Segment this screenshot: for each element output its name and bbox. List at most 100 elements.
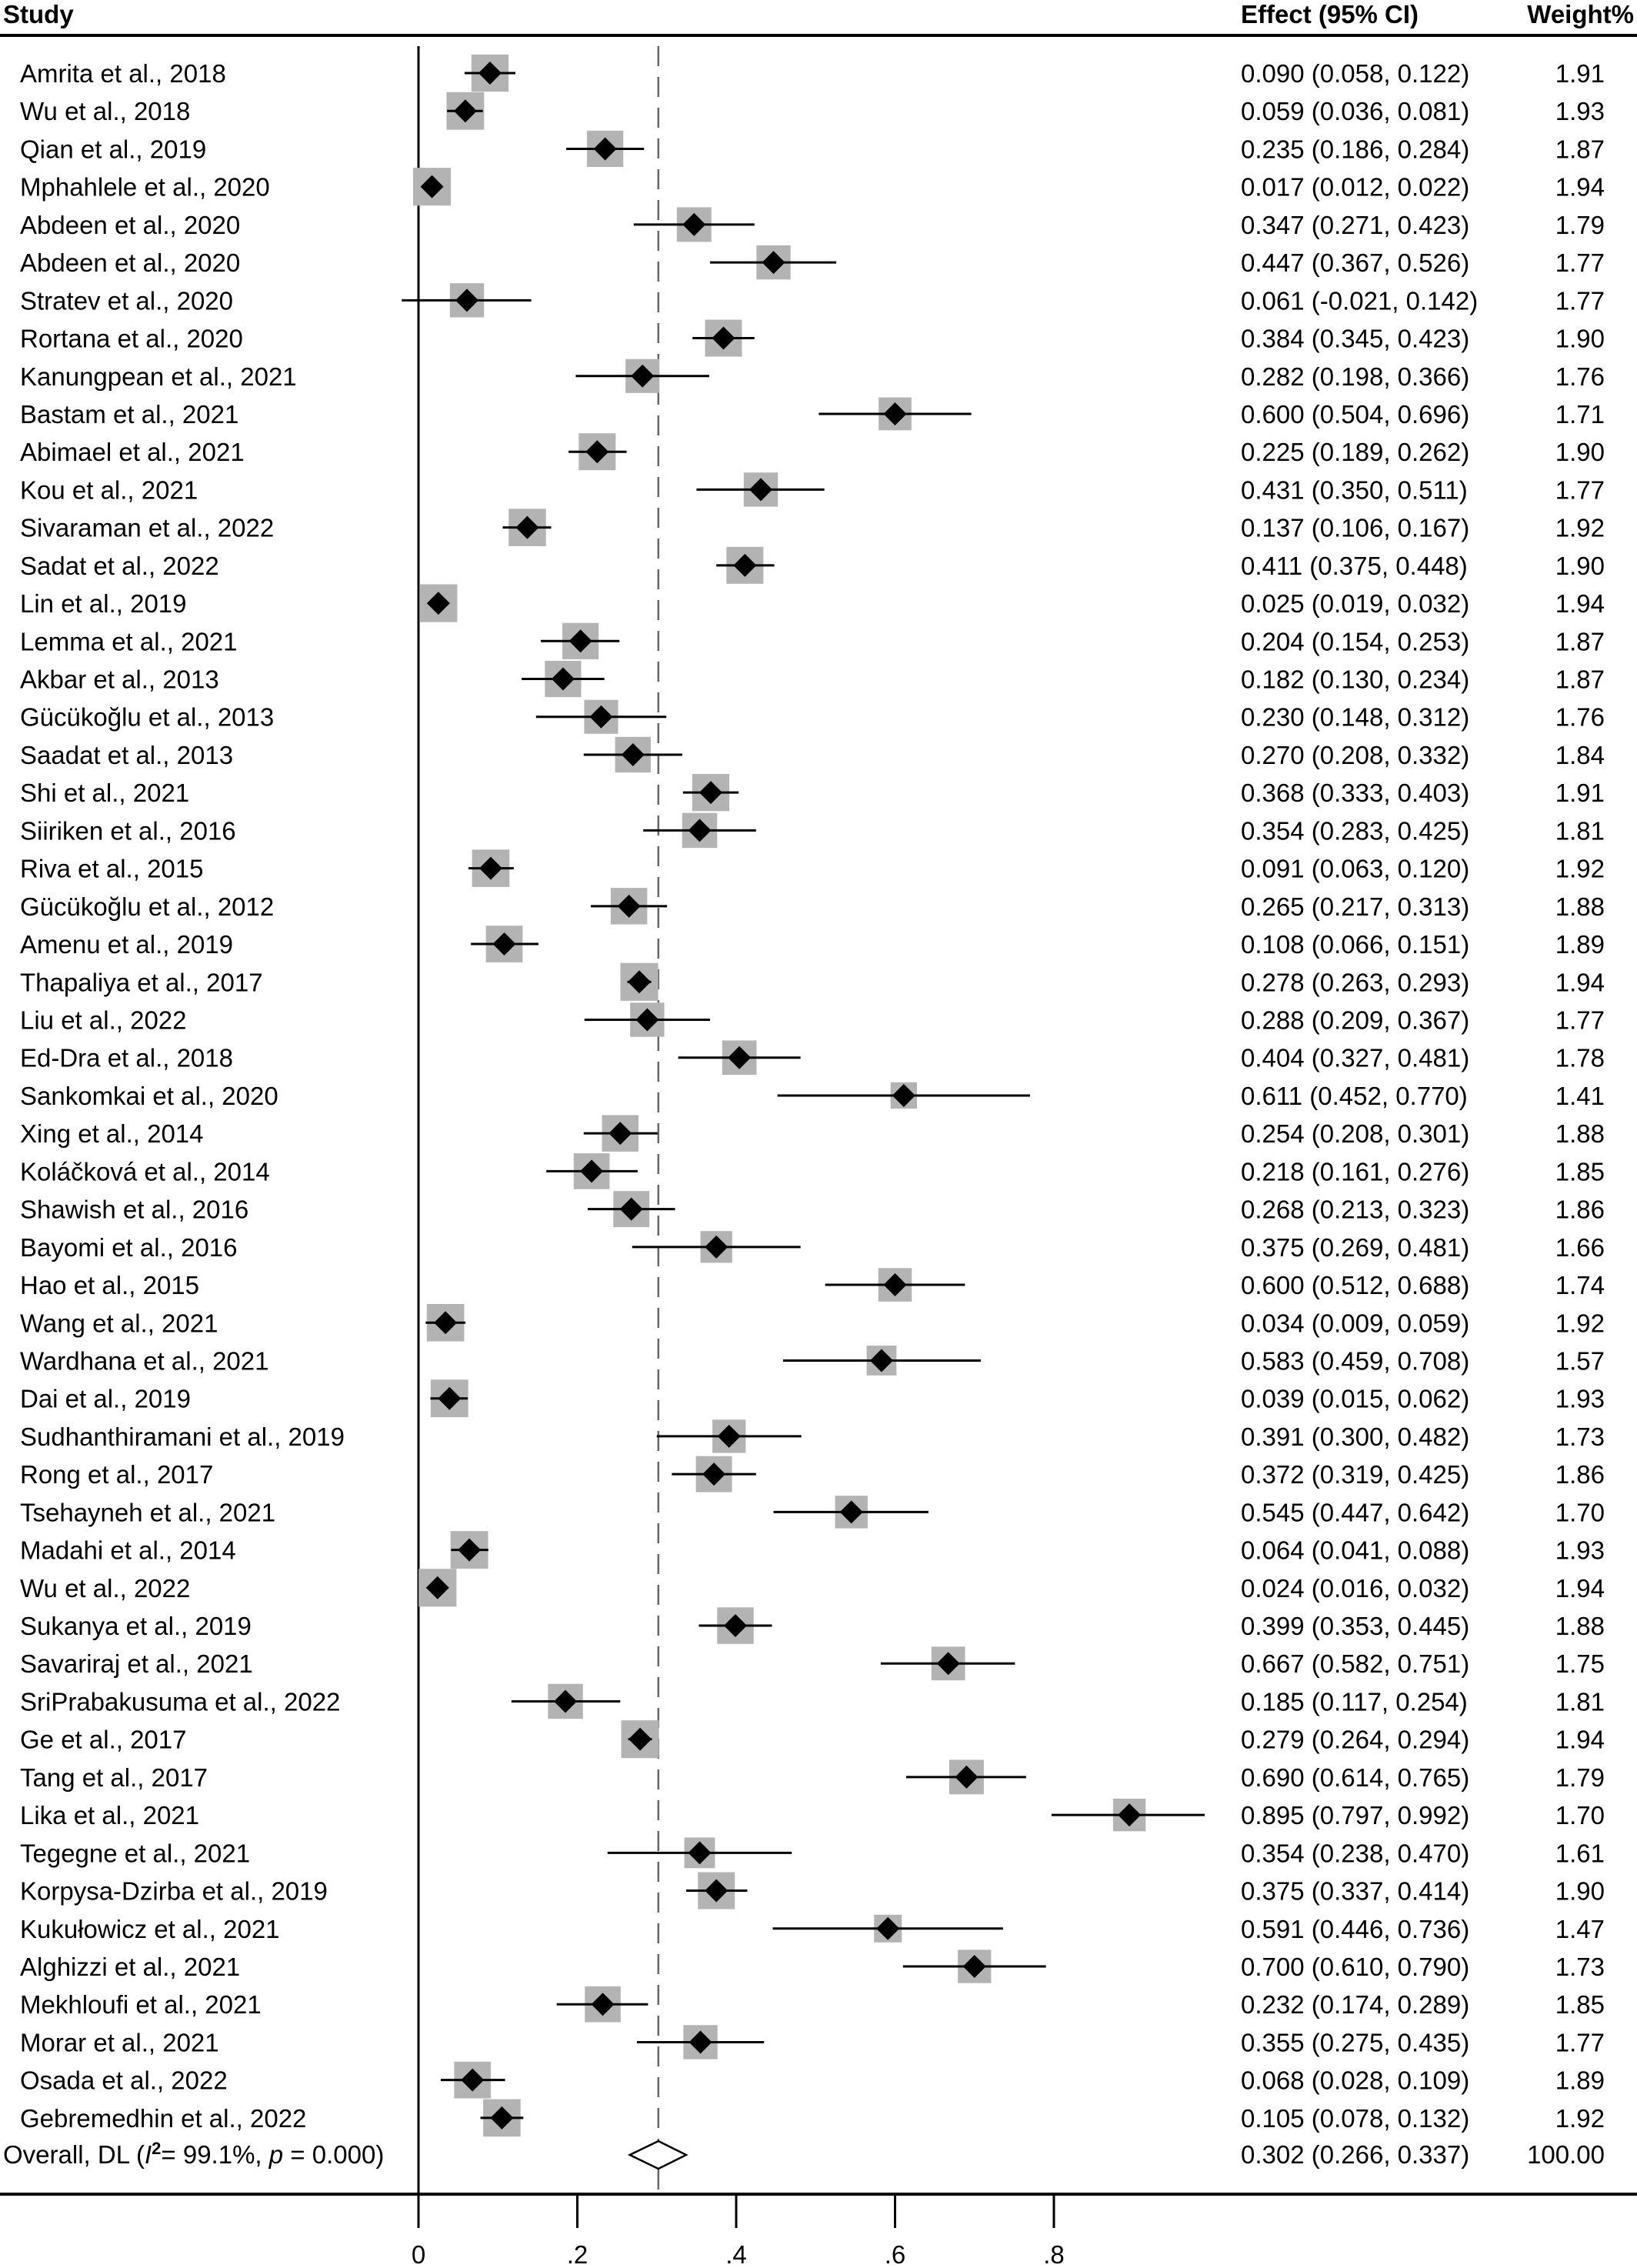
study-label: Abdeen et al., 2020 [20,211,240,239]
point-estimate-marker [962,1955,986,1978]
effect-text: 0.354 (0.283, 0.425) [1241,816,1469,845]
point-estimate-marker [869,1349,893,1372]
weight-text: 1.74 [1555,1271,1605,1299]
study-label: Wu et al., 2018 [20,97,190,125]
weight-text: 1.88 [1555,1119,1605,1148]
point-estimate-marker [425,1576,449,1599]
effect-text: 0.279 (0.264, 0.294) [1241,1726,1469,1754]
point-estimate-marker [702,1463,726,1486]
point-estimate-marker [619,1197,643,1221]
effect-text: 0.700 (0.610, 0.790) [1241,1953,1469,1981]
effect-text: 0.384 (0.345, 0.423) [1241,325,1469,353]
study-label: Wang et al., 2021 [20,1309,218,1337]
point-estimate-marker [883,1273,907,1297]
weight-text: 1.91 [1555,59,1605,88]
weight-text: 1.93 [1555,1536,1605,1565]
study-row: Abdeen et al., 2020 0.347 (0.271, 0.423) 1… [20,207,1605,242]
study-row: Morar et al., 2021 0.355 (0.275, 0.435) 1.… [20,2025,1605,2060]
effect-text: 0.354 (0.238, 0.470) [1241,1839,1469,1867]
study-label: Bayomi et al., 2016 [20,1233,238,1262]
weight-text: 1.57 [1555,1346,1605,1375]
effect-text: 0.091 (0.063, 0.120) [1241,855,1469,883]
weight-text: 1.73 [1555,1953,1605,1981]
weight-text: 1.94 [1555,1574,1605,1603]
study-label: Sudhanthiramani et al., 2019 [20,1423,345,1451]
study-row: Siiriken et al., 2016 0.354 (0.283, 0.425… [20,812,1605,849]
study-label: Tang et al., 2017 [20,1763,208,1792]
study-label: Qian et al., 2019 [20,135,206,163]
effect-text: 0.230 (0.148, 0.312) [1241,703,1469,732]
effect-text: 0.105 (0.078, 0.132) [1241,2104,1469,2133]
effect-text: 0.268 (0.213, 0.323) [1241,1196,1469,1224]
study-label: Ed-Dra et al., 2018 [20,1044,233,1072]
i2-symbol: I [145,2140,152,2169]
point-estimate-marker [420,175,444,198]
study-label: Lin et al., 2019 [20,589,187,618]
study-label: Riva et al., 2015 [20,855,203,883]
point-estimate-marker [580,1159,604,1183]
study-row: Liu et al., 2022 0.288 (0.209, 0.367) 1.77 [20,1002,1605,1037]
weight-text: 1.90 [1555,438,1605,466]
point-estimate-marker [617,894,641,918]
weight-text: 1.85 [1555,1990,1605,2019]
study-row: Sankomkai et al., 2020 0.611 (0.452, 0.77… [20,1082,1605,1110]
effect-text: 0.372 (0.319, 0.425) [1241,1460,1469,1489]
study-row: Mekhloufi et al., 2021 0.232 (0.174, 0.28… [20,1986,1605,2023]
effect-text: 0.204 (0.154, 0.253) [1241,627,1469,655]
weight-text: 1.77 [1555,2028,1605,2056]
effect-text: 0.375 (0.269, 0.481) [1241,1233,1469,1262]
weight-text: 1.87 [1555,627,1605,655]
x-tick-label: .6 [885,2240,906,2268]
effect-text: 0.232 (0.174, 0.289) [1241,1990,1469,2019]
effect-text: 0.895 (0.797, 0.992) [1241,1801,1469,1829]
study-row: Dai et al., 2019 0.039 (0.015, 0.062) 1.93 [20,1379,1605,1418]
study-label: Gücükoğlu et al., 2013 [20,703,274,732]
study-row: Ge et al., 2017 0.279 (0.264, 0.294) 1.94 [20,1720,1605,1759]
effect-text: 0.288 (0.209, 0.367) [1241,1006,1469,1035]
effect-text: 0.137 (0.106, 0.167) [1241,514,1469,542]
weight-text: 1.86 [1555,1196,1605,1224]
weight-text: 1.76 [1555,362,1605,391]
weight-text: 1.88 [1555,1612,1605,1640]
weight-text: 1.93 [1555,97,1605,125]
study-label: Abdeen et al., 2020 [20,248,240,277]
effect-text: 0.282 (0.198, 0.366) [1241,362,1469,391]
header-weight: Weight% [1527,0,1634,28]
effect-text: 0.404 (0.327, 0.481) [1241,1044,1469,1072]
effect-text: 0.017 (0.012, 0.022) [1241,173,1469,202]
effect-text: 0.025 (0.019, 0.032) [1241,589,1469,618]
point-estimate-marker [628,970,652,994]
study-row: Ed-Dra et al., 2018 0.404 (0.327, 0.481) 1… [20,1040,1605,1076]
point-estimate-marker [717,1424,741,1448]
study-label: Mekhloufi et al., 2021 [20,1990,262,2019]
study-label: Lika et al., 2021 [20,1801,199,1829]
study-row: Lemma et al., 2021 0.204 (0.154, 0.253) 1.… [20,622,1605,659]
study-label: Kukułowicz et al., 2021 [20,1915,280,1943]
study-row: Bayomi et al., 2016 0.375 (0.269, 0.481) 1… [20,1231,1605,1263]
point-estimate-marker [688,819,712,842]
point-estimate-marker [698,781,722,805]
weight-text: 1.89 [1555,930,1605,959]
study-label: Hao et al., 2015 [20,1271,199,1299]
x-tick-label: .8 [1043,2240,1065,2268]
study-row: Gebremedhin et al., 2022 0.105 (0.078, 0.… [20,2099,1605,2137]
point-estimate-marker [688,2030,712,2054]
weight-text: 1.77 [1555,475,1605,504]
weight-text: 1.85 [1555,1157,1605,1186]
weight-text: 1.71 [1555,400,1605,429]
point-estimate-marker [892,1083,915,1107]
weight-text: 1.79 [1555,1763,1605,1792]
overall-row: Overall, DL (I2= 99.1%, p = 0.000) 0.302… [3,2139,1605,2170]
effect-text: 0.347 (0.271, 0.423) [1241,211,1469,239]
study-row: Kou et al., 2021 0.431 (0.350, 0.511) 1.77 [20,472,1605,507]
study-label: Abimael et al., 2021 [20,438,245,466]
study-label: Korpysa-Dzirba et al., 2019 [20,1877,328,1906]
effect-text: 0.039 (0.015, 0.062) [1241,1385,1469,1413]
x-tick-label: .2 [567,2240,588,2268]
study-row: Saadat et al., 2013 0.270 (0.208, 0.332) 1… [20,736,1605,773]
study-row: Madahi et al., 2014 0.064 (0.041, 0.088) 1… [20,1531,1605,1569]
effect-text: 0.411 (0.375, 0.448) [1241,552,1468,580]
study-label: Wu et al., 2022 [20,1574,190,1603]
study-row: Xing et al., 2014 0.254 (0.208, 0.301) 1.8… [20,1115,1605,1152]
point-estimate-marker [728,1046,752,1069]
